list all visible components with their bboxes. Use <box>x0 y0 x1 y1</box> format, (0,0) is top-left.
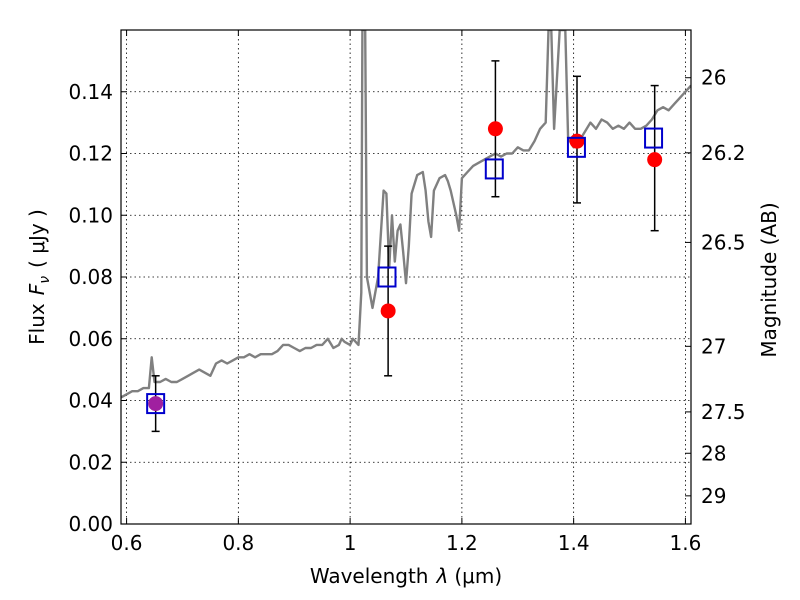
x-tick-label: 1.4 <box>558 531 590 555</box>
observed-point <box>487 121 503 137</box>
y2-tick-label: 26.2 <box>701 141 746 165</box>
y2-tick-label: 29 <box>701 484 726 508</box>
observed-point <box>380 303 396 319</box>
y-tick-label: 0.04 <box>68 389 113 413</box>
y2-axis-label: Magnitude (AB) <box>757 202 781 357</box>
model-point <box>484 158 504 180</box>
y2-tick-label: 28 <box>701 441 726 465</box>
y-tick-label: 0.06 <box>68 327 113 351</box>
y-tick-label: 0.08 <box>68 265 113 289</box>
x-tick-label: 1 <box>344 531 357 555</box>
model-point <box>644 127 664 149</box>
y-tick-label: 0.00 <box>68 512 113 536</box>
marker-layer <box>146 60 664 433</box>
y-tick-label: 0.12 <box>68 142 113 166</box>
model-point <box>146 393 166 415</box>
x-axis-label: Wavelength λ (μm) <box>310 564 502 588</box>
y2-tick-label: 27.5 <box>701 400 746 424</box>
x-tick-label: 0.6 <box>111 531 143 555</box>
observed-point <box>569 133 585 149</box>
axis-ticks: 0.6 0.8 1 1.2 1.4 1.6 0.00 0.02 0.04 0.06 0.08 0.10… <box>68 30 746 555</box>
y-tick-label: 0.14 <box>68 80 113 104</box>
observed-point <box>647 152 663 168</box>
x-tick-label: 1.6 <box>670 531 702 555</box>
observed-point <box>148 396 164 412</box>
x-tick-label: 0.8 <box>222 531 254 555</box>
y2-tick-label: 26.5 <box>701 230 746 254</box>
y2-tick-label: 26 <box>701 66 726 90</box>
y-tick-label: 0.02 <box>68 450 113 474</box>
x-tick-label: 1.2 <box>446 531 478 555</box>
y-tick-label: 0.10 <box>68 203 113 227</box>
model-point <box>566 136 586 158</box>
y-axis-label: FluxFν( μJy ) <box>25 209 53 345</box>
y2-tick-label: 27 <box>701 334 726 358</box>
model-point <box>377 266 397 288</box>
